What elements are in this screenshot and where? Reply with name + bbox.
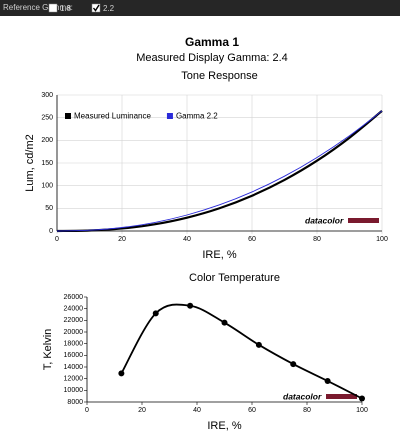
legend-label: Gamma 2.2 [176, 112, 218, 121]
y-tick-label: 200 [41, 137, 53, 144]
marker [324, 378, 331, 384]
y-tick-label: 14000 [64, 364, 84, 371]
x-tick-label: 60 [248, 236, 256, 243]
chart-title: Color Temperature [189, 272, 280, 284]
y-tick-label: 150 [41, 160, 53, 167]
checkbox-label: 1.8 [60, 4, 72, 13]
checkbox-label: 2.2 [103, 4, 115, 13]
legend-label: Measured Luminance [74, 112, 151, 121]
x-axis-label: IRE, % [207, 420, 241, 432]
checkbox-check[interactable] [92, 4, 100, 12]
marker [118, 370, 125, 377]
y-axis-label: T, Kelvin [42, 329, 54, 371]
line [56, 110, 383, 232]
y-tick-label: 16000 [64, 352, 84, 359]
y-tick-label: 22000 [64, 317, 84, 324]
x-tick-label: 0 [85, 407, 89, 414]
marker [152, 310, 159, 317]
y-tick-label: 250 [41, 115, 53, 122]
toolbar-label: Reference Gamma: [3, 3, 73, 12]
x-tick-label: 100 [356, 407, 368, 414]
chart-title: Tone Response [181, 70, 257, 82]
x-tick-label: 20 [118, 236, 126, 243]
marker [255, 341, 262, 348]
y-tick-label: 18000 [64, 341, 84, 348]
y-tick-label: 20000 [64, 329, 84, 336]
y-tick-label: 12000 [64, 376, 84, 383]
y-tick-label: 300 [41, 92, 53, 99]
x-axis-label: IRE, % [202, 249, 236, 261]
checkbox[interactable] [48, 3, 58, 13]
y-tick-label: 10000 [64, 387, 84, 394]
watermark: datacolor [305, 215, 344, 225]
checkbox[interactable] [91, 3, 101, 13]
y-tick-label: 24000 [64, 306, 84, 313]
marker [359, 395, 365, 402]
x-tick-label: 80 [313, 236, 321, 243]
line [56, 110, 383, 233]
y-axis-label: Lum, cd/m2 [24, 134, 36, 191]
watermark-bar [348, 218, 379, 223]
x-tick-label: 80 [303, 407, 311, 414]
y-tick-label: 0 [49, 228, 53, 235]
page-subtitle: Measured Display Gamma: 2.4 [136, 52, 288, 64]
page-title: Gamma 1 [185, 35, 239, 49]
x-tick-label: 100 [376, 236, 388, 243]
marker [221, 319, 228, 326]
y-tick-label: 50 [45, 205, 53, 212]
x-tick-label: 40 [183, 236, 191, 243]
watermark-bar [326, 394, 357, 399]
x-tick-label: 0 [55, 236, 59, 243]
x-tick-label: 60 [248, 407, 256, 414]
line [120, 303, 363, 400]
watermark: datacolor [283, 391, 322, 401]
legend-swatch [65, 113, 71, 119]
y-tick-label: 26000 [64, 294, 84, 301]
legend-swatch [166, 113, 173, 119]
y-tick-label: 100 [41, 183, 53, 190]
marker [187, 302, 194, 309]
x-tick-label: 20 [138, 407, 146, 414]
marker [290, 361, 297, 368]
x-tick-label: 40 [193, 407, 201, 414]
y-tick-label: 8000 [67, 399, 83, 406]
